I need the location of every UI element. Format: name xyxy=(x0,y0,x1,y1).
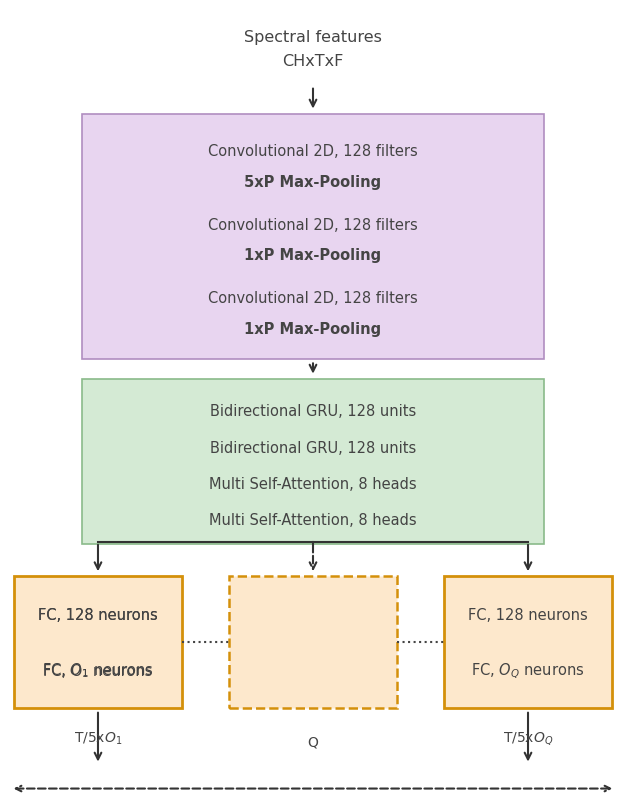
Text: FC, 128 neurons: FC, 128 neurons xyxy=(38,608,158,623)
Text: FC, $O_Q$ neurons: FC, $O_Q$ neurons xyxy=(471,662,585,681)
Text: 5xP Max-Pooling: 5xP Max-Pooling xyxy=(244,175,382,190)
Text: FC, 128 neurons: FC, 128 neurons xyxy=(38,608,158,623)
Text: 1xP Max-Pooling: 1xP Max-Pooling xyxy=(244,322,382,337)
Text: FC, $O_1$ neurons: FC, $O_1$ neurons xyxy=(42,662,154,680)
Text: Convolutional 2D, 128 filters: Convolutional 2D, 128 filters xyxy=(208,291,418,306)
Text: CHxTxF: CHxTxF xyxy=(282,54,344,69)
Bar xyxy=(14,575,182,708)
Text: Bidirectional GRU, 128 units: Bidirectional GRU, 128 units xyxy=(210,441,416,455)
Text: 1xP Max-Pooling: 1xP Max-Pooling xyxy=(244,248,382,264)
Text: T/5x$O_1$: T/5x$O_1$ xyxy=(74,730,122,747)
Bar xyxy=(83,114,543,359)
Text: FC, O₁ neurons: FC, O₁ neurons xyxy=(43,663,153,679)
Text: Spectral features: Spectral features xyxy=(244,30,382,45)
Text: Multi Self-Attention, 8 heads: Multi Self-Attention, 8 heads xyxy=(209,477,417,492)
Bar xyxy=(229,575,397,708)
Bar xyxy=(83,379,543,543)
Text: Convolutional 2D, 128 filters: Convolutional 2D, 128 filters xyxy=(208,218,418,233)
Text: Multi Self-Attention, 8 heads: Multi Self-Attention, 8 heads xyxy=(209,513,417,528)
Bar xyxy=(444,575,612,708)
Text: FC, 128 neurons: FC, 128 neurons xyxy=(468,608,588,623)
Text: Bidirectional GRU, 128 units: Bidirectional GRU, 128 units xyxy=(210,405,416,419)
Text: T/5x$O_Q$: T/5x$O_Q$ xyxy=(503,730,553,747)
Text: Q: Q xyxy=(307,736,319,750)
Text: Convolutional 2D, 128 filters: Convolutional 2D, 128 filters xyxy=(208,144,418,160)
